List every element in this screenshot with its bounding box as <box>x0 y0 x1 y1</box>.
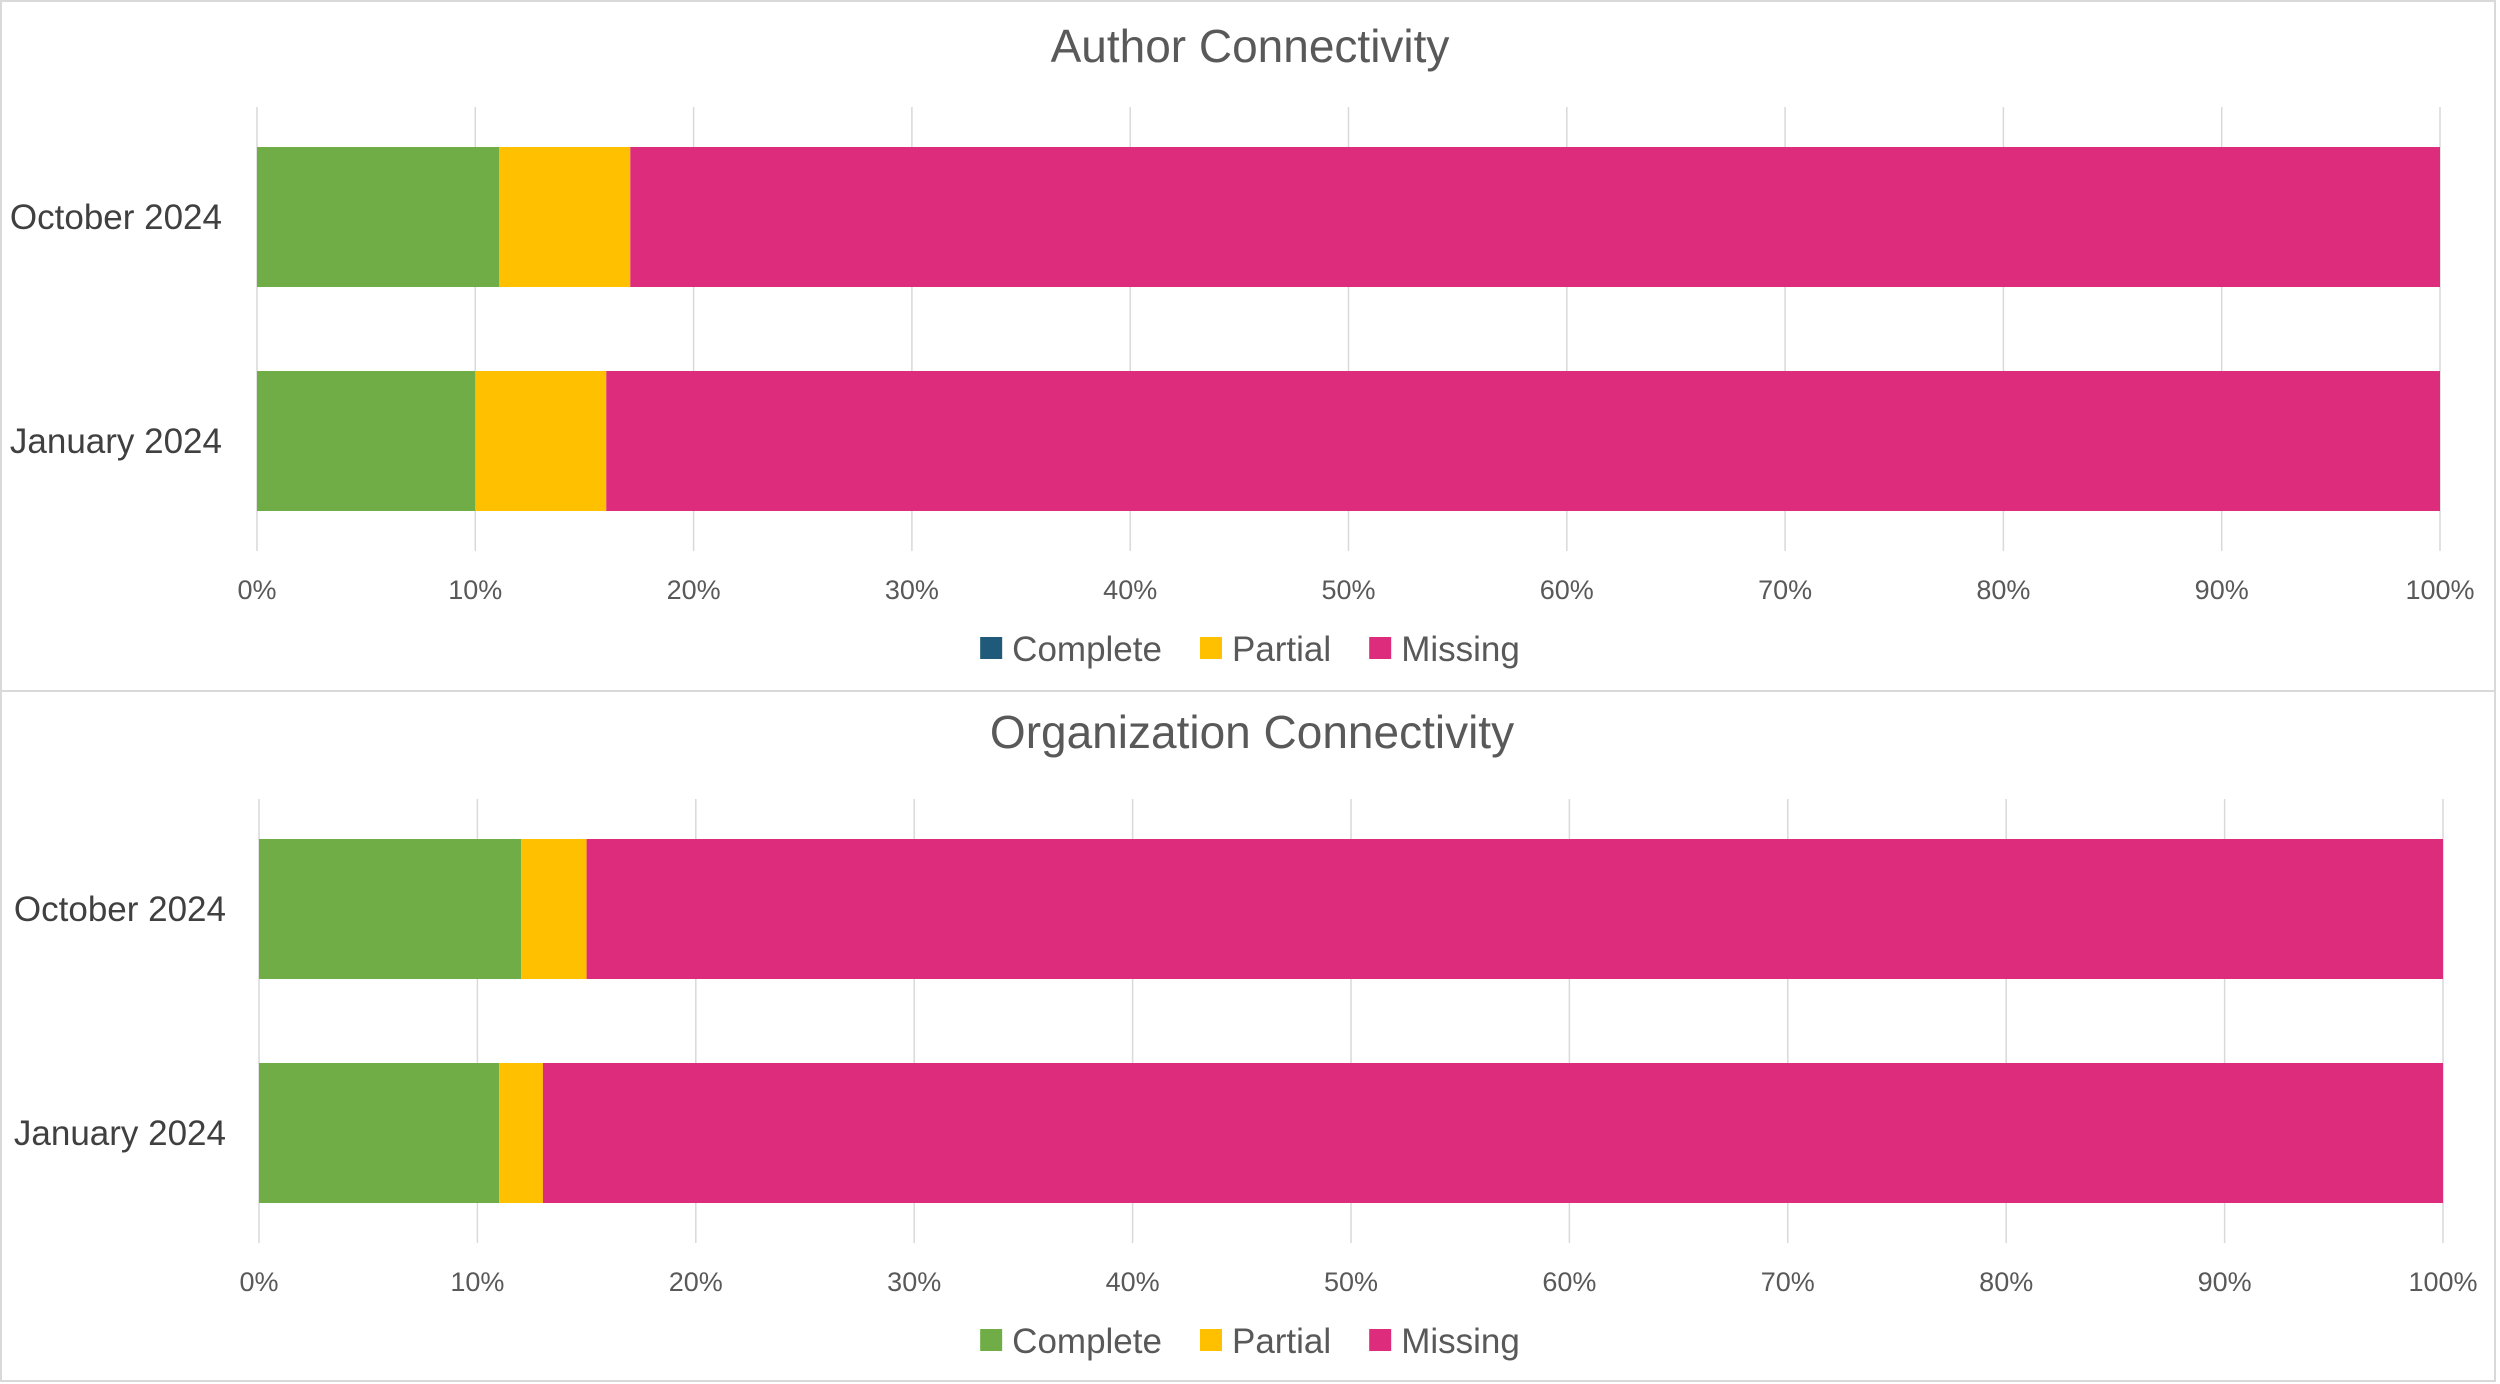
x-tick-label: 50% <box>1321 575 1375 605</box>
legend-label-partial: Partial <box>1232 1322 1331 1361</box>
x-tick-label: 10% <box>450 1267 504 1297</box>
legend: Complete Partial Missing <box>980 630 1520 669</box>
x-tick-label: 60% <box>1540 575 1594 605</box>
x-tick-label: 20% <box>667 575 721 605</box>
x-tick-label: 0% <box>239 1267 278 1297</box>
bar-segment-partial <box>475 371 607 511</box>
bar-segment-missing <box>586 839 2443 979</box>
bar-segment-partial <box>499 147 631 287</box>
x-tick-label: 70% <box>1758 575 1812 605</box>
x-tick-label: 40% <box>1103 575 1157 605</box>
bar-segment-missing <box>630 147 2441 287</box>
x-tick-label: 80% <box>1976 575 2030 605</box>
bar-segment-complete <box>257 147 500 287</box>
x-tick-label: 30% <box>885 575 939 605</box>
organization-connectivity-chart: Organization Connectivity October 2024 Ja… <box>14 706 2478 1361</box>
bar-segment-missing <box>542 1063 2444 1203</box>
legend-swatch-partial <box>1199 1329 1222 1351</box>
legend-swatch-missing <box>1369 1329 1392 1351</box>
author-connectivity-chart-panel: Author Connectivity October 2024 January … <box>0 0 2496 692</box>
bar-segment-complete <box>259 839 522 979</box>
x-tick-label: 60% <box>1542 1267 1596 1297</box>
bar-segment-missing <box>606 371 2440 511</box>
bars <box>257 147 2441 511</box>
x-tick-label: 40% <box>1106 1267 1160 1297</box>
category-label: January 2024 <box>14 1114 226 1153</box>
x-axis-tick-labels: 0% 10% 20% 30% 40% 50% 60% 70% 80% 90% 100% <box>239 1267 2477 1297</box>
category-label: January 2024 <box>10 422 222 461</box>
x-axis-tick-labels: 0% 10% 20% 30% 40% 50% 60% 70% 80% 90% 100% <box>237 575 2474 605</box>
bar-segment-partial <box>499 1063 543 1203</box>
legend-swatch-partial <box>1199 637 1222 659</box>
organization-connectivity-chart-panel: Organization Connectivity October 2024 Ja… <box>0 690 2496 1382</box>
bars <box>259 839 2444 1203</box>
chart-title: Author Connectivity <box>1051 20 1450 72</box>
bar-segment-complete <box>257 371 476 511</box>
x-tick-label: 100% <box>2405 575 2474 605</box>
x-tick-label: 100% <box>2408 1267 2477 1297</box>
legend-label-complete: Complete <box>1012 630 1162 669</box>
legend-label-missing: Missing <box>1401 1322 1520 1361</box>
bar-segment-complete <box>259 1063 500 1203</box>
legend-label-complete: Complete <box>1012 1322 1162 1361</box>
legend-label-missing: Missing <box>1401 630 1520 669</box>
category-labels: October 2024 January 2024 <box>14 890 226 1153</box>
legend-swatch-complete <box>980 637 1003 659</box>
author-connectivity-chart: Author Connectivity October 2024 January … <box>10 20 2475 669</box>
legend: Complete Partial Missing <box>980 1322 1520 1361</box>
x-tick-label: 20% <box>669 1267 723 1297</box>
x-tick-label: 90% <box>2198 1267 2252 1297</box>
category-label: October 2024 <box>10 198 222 237</box>
x-tick-label: 0% <box>237 575 276 605</box>
bar-segment-partial <box>521 839 587 979</box>
category-label: October 2024 <box>14 890 226 929</box>
legend-label-partial: Partial <box>1232 630 1331 669</box>
x-tick-label: 80% <box>1979 1267 2033 1297</box>
legend-swatch-missing <box>1369 637 1392 659</box>
chart-title: Organization Connectivity <box>990 706 1514 758</box>
category-labels: October 2024 January 2024 <box>10 198 222 461</box>
legend-swatch-complete <box>980 1329 1003 1351</box>
x-tick-label: 10% <box>448 575 502 605</box>
x-tick-label: 30% <box>887 1267 941 1297</box>
x-tick-label: 90% <box>2195 575 2249 605</box>
x-tick-label: 50% <box>1324 1267 1378 1297</box>
x-tick-label: 70% <box>1761 1267 1815 1297</box>
